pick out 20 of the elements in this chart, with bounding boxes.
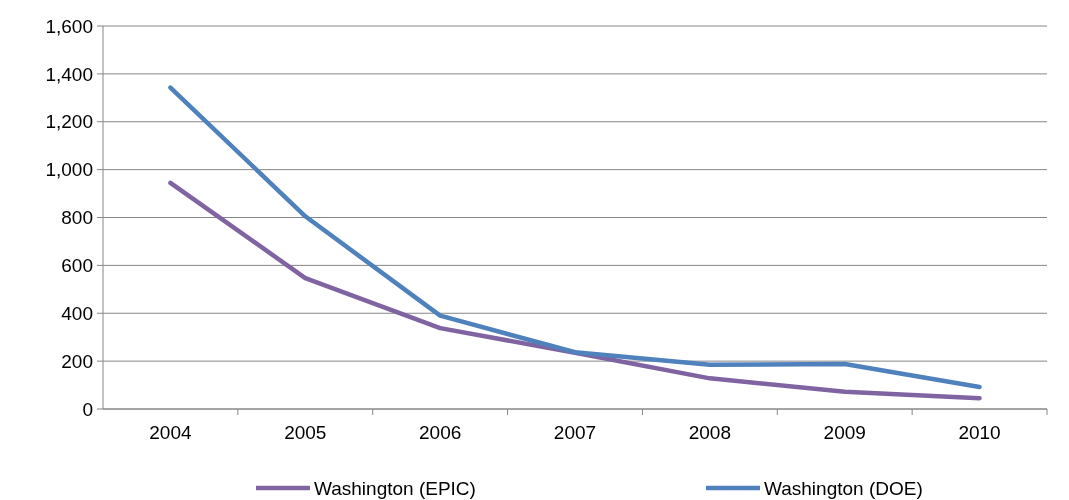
y-tick-label: 200: [61, 350, 93, 372]
legend-label: Washington (DOE): [764, 477, 923, 499]
y-tick-label: 600: [61, 255, 93, 277]
line-series: [168, 180, 982, 401]
line-series: [168, 85, 982, 390]
y-tick-label: 1,000: [45, 159, 93, 181]
x-tick-label: 2007: [553, 422, 597, 443]
y-tick-label: 1,200: [45, 111, 93, 133]
x-tick-label: 2008: [688, 422, 731, 443]
x-tick-label: 2010: [958, 422, 1001, 443]
y-tick-label: 800: [61, 207, 93, 229]
x-tick-label: 2006: [419, 422, 462, 443]
y-tick-label: 400: [61, 302, 93, 324]
legend-label: Washington (EPIC): [314, 477, 476, 499]
y-tick-label: 0: [82, 398, 93, 420]
x-tick-label: 2004: [149, 422, 192, 443]
x-tick-label: 2009: [823, 422, 866, 443]
y-tick-label: 1,400: [45, 63, 93, 85]
x-tick-label: 2005: [284, 422, 327, 443]
y-tick-label: 1,600: [45, 15, 93, 37]
